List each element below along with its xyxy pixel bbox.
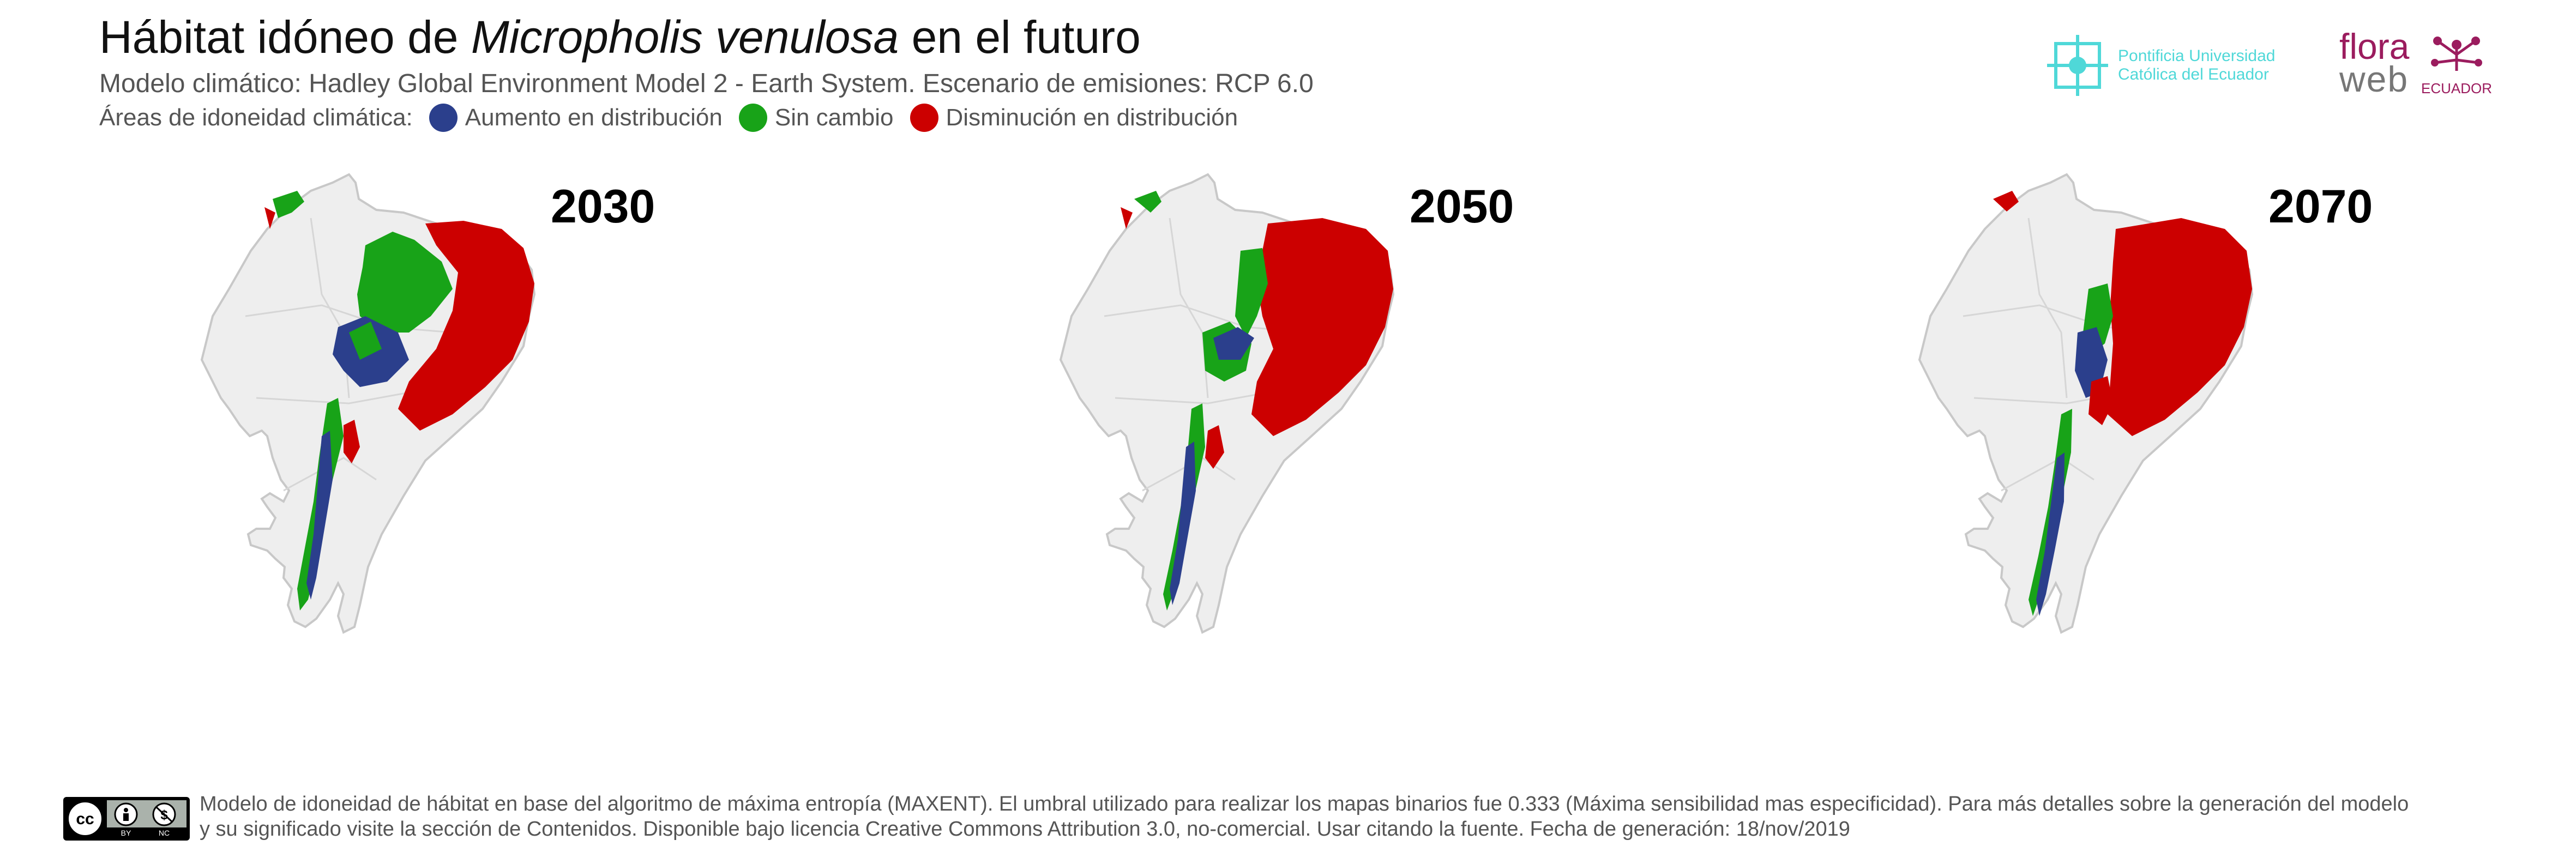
species-name: Micropholis venulosa — [471, 11, 899, 63]
increase-area — [1213, 327, 1254, 360]
flower-icon — [2431, 37, 2482, 71]
no-change-area — [1235, 248, 1268, 338]
no-change-area — [357, 232, 453, 333]
decrease-swatch — [910, 104, 938, 132]
legend-label: Áreas de idoneidad climática: — [99, 104, 413, 131]
map-2030: 2030 — [180, 153, 780, 741]
footer-text: Modelo de idoneidad de hábitat en base d… — [200, 793, 2409, 841]
year-label-2070: 2070 — [2268, 180, 2373, 233]
puce-emblem-icon — [2047, 35, 2108, 96]
map-2070: 2070 — [1898, 153, 2497, 741]
legend: Áreas de idoneidad climática: Aumento en… — [99, 104, 1238, 132]
flora-ecuador-logo: ECUADOR — [2421, 33, 2492, 97]
decrease-area — [398, 221, 534, 431]
puce-logo: Pontificia Universidad Católica del Ecuad… — [2045, 33, 2275, 98]
institution-logos: Pontificia Universidad Católica del Ecuad… — [2045, 27, 2508, 109]
legend-item-increase: Aumento en distribución — [429, 104, 723, 132]
no-change-swatch — [738, 104, 767, 132]
map-subtitle: Modelo climático: Hadley Global Environm… — [99, 69, 1314, 98]
map-title: Hábitat idóneo de Micropholis venulosa e… — [99, 11, 1141, 63]
svg-text:BY: BY — [121, 829, 131, 837]
year-label-2030: 2030 — [551, 180, 655, 233]
svg-text:cc: cc — [76, 810, 94, 828]
map-2050: 2050 — [1039, 153, 1639, 741]
decrease-area — [1251, 218, 1393, 436]
svg-text:NC: NC — [159, 829, 170, 837]
creative-commons-license-icon[interactable]: cc $ BY NC — [63, 797, 190, 841]
legend-item-no-change: Sin cambio — [738, 104, 894, 132]
decrease-area — [2108, 218, 2252, 436]
ecuador-map-2030 — [201, 173, 535, 633]
year-label-2050: 2050 — [1410, 180, 1514, 233]
flora-web-logo: flora web — [2339, 26, 2410, 99]
increase-swatch — [429, 104, 458, 132]
ecuador-map-2070 — [1918, 173, 2253, 633]
legend-item-decrease: Disminución en distribución — [910, 104, 1238, 132]
ecuador-map-2050 — [1060, 173, 1394, 633]
